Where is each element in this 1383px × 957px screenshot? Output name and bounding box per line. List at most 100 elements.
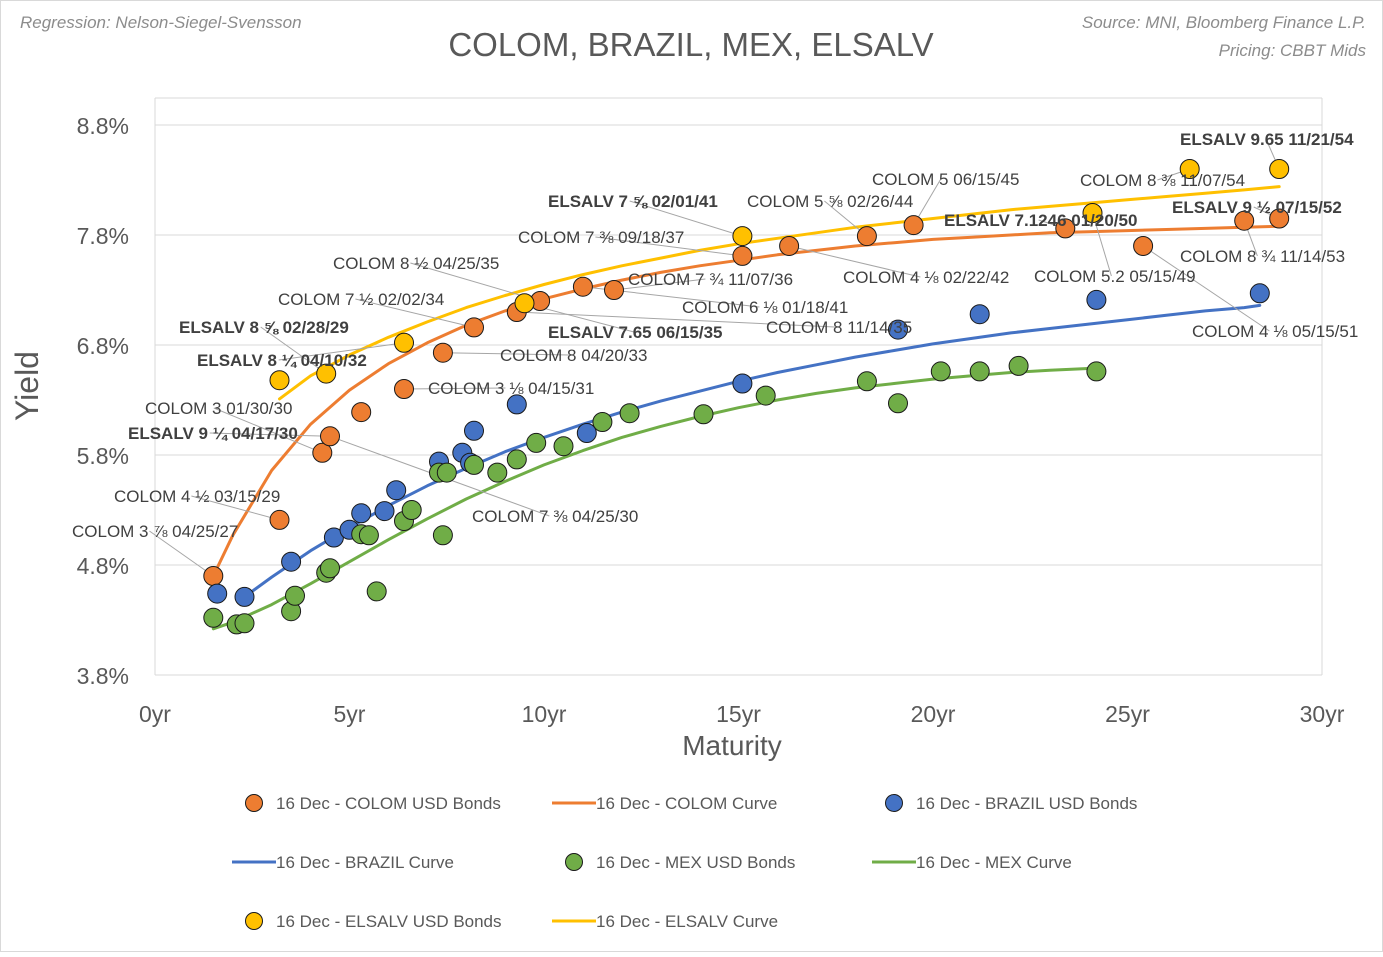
elsalv-bond-point — [1082, 203, 1103, 223]
annotation-leader-line — [213, 407, 323, 454]
y-tick-label: 3.8% — [77, 663, 129, 689]
y-tick-label: 6.8% — [77, 333, 129, 359]
brazil-bond-point — [234, 586, 255, 607]
y-axis-title: Yield — [9, 351, 45, 421]
colom-bond-point — [394, 379, 414, 399]
bond-annotation-label: COLOM 8 ¾ 11/14/53 — [1180, 247, 1345, 266]
bond-annotation-label: COLOM 7 ¾ 11/07/36 — [628, 270, 793, 289]
colom-bond-point — [572, 276, 593, 297]
mex-bond-point — [285, 585, 305, 606]
y-tick-label: 5.8% — [77, 443, 129, 469]
elsalv-bond-point — [394, 332, 414, 353]
mex-bond-point — [693, 404, 714, 425]
annotation-leader-line — [1092, 212, 1112, 277]
colom-bond-point — [269, 509, 290, 530]
plot-area: 3.8% 4.8% 5.8% 6.8% 7.8% 8.8% 0yr 5yr 10yr 15yr 2… — [72, 97, 1358, 727]
brazil-bond-point — [464, 420, 484, 441]
mex-bond-point — [755, 385, 776, 406]
mex-bond-point — [358, 525, 379, 546]
bond-annotation-label: ELSALV 9.65 11/21/54 — [1180, 130, 1354, 149]
brazil-bond-point — [732, 373, 753, 394]
bond-annotation-label: COLOM 8 ⅜ 11/07/54 — [1080, 171, 1245, 190]
elsalv-bond-point — [1179, 159, 1200, 179]
annotation-leader-line — [278, 342, 405, 361]
annotation-leader-line — [595, 236, 743, 257]
legend-label-brazil-curve: 16 Dec - BRAZIL Curve — [276, 853, 454, 872]
bond-annotation-label: ELSALV 7.65 06/15/35 — [548, 323, 723, 342]
brazil-bond-point — [374, 501, 395, 522]
legend-label-colom-bonds: 16 Dec - COLOM USD Bonds — [276, 794, 501, 813]
legend-label-mex-bonds: 16 Dec - MEX USD Bonds — [596, 853, 795, 872]
legend-label-elsalv-bonds: 16 Dec - ELSALV USD Bonds — [276, 912, 502, 931]
annotation-leader-line — [442, 352, 569, 356]
bond-annotation-label: ELSALV 9 ½ 07/15/52 — [1172, 198, 1342, 217]
y-axis-ticks: 3.8% 4.8% 5.8% 6.8% 7.8% 8.8% — [77, 113, 129, 689]
bond-annotation-label: ELSALV 7 ⅝ 02/01/41 — [548, 192, 718, 211]
annotation-leader-line — [403, 387, 506, 390]
brazil-bond-point — [506, 394, 527, 415]
mex-bond-point — [487, 462, 508, 483]
annotation-leader-line — [410, 262, 541, 302]
bond-annotation-label: COLOM 8 ½ 04/25/35 — [333, 254, 499, 273]
elsalv-bond-point — [316, 363, 337, 384]
colom-bond-point — [320, 426, 340, 447]
mex-bond-point — [203, 607, 224, 628]
annotation-leader-line — [209, 432, 331, 437]
regression-note: Regression: Nelson-Siegel-Svensson — [20, 13, 302, 32]
bond-annotation-label: COLOM 5 06/15/45 — [872, 170, 1019, 189]
brazil-bond-point — [1249, 283, 1270, 304]
brazil-bond-point — [576, 423, 597, 443]
bond-annotation-label: ELSALV 9 ¼ 04/17/30 — [128, 424, 298, 443]
bond-annotation-label: COLOM 5.2 05/15/49 — [1034, 267, 1196, 286]
elsalv-bond-point — [514, 293, 535, 314]
pricing-note: Pricing: CBBT Mids — [1219, 41, 1367, 60]
mex-bond-point — [1008, 355, 1029, 376]
colom-bond-point — [1269, 208, 1290, 229]
mex-bond-point — [526, 432, 547, 453]
legend-marker-mex-bonds — [565, 853, 583, 871]
colom-bond-point — [432, 342, 453, 363]
legend-marker-brazil-bonds — [885, 794, 903, 812]
bond-annotation-label: COLOM 4 ½ 03/15/29 — [114, 487, 280, 506]
elsalv-bond-point — [1269, 159, 1290, 179]
bond-annotation-label: ELSALV 8 ¼ 04/10/32 — [197, 351, 367, 370]
y-tick-label: 4.8% — [77, 553, 129, 579]
bond-annotation-label: COLOM 8 11/14/35 — [766, 318, 912, 337]
annotation-leader-line — [788, 245, 921, 278]
annotation-labels: ELSALV 9.65 11/21/54 COLOM 8 ⅜ 11/07/54 CO… — [72, 130, 1358, 541]
y-tick-label: 7.8% — [77, 223, 129, 249]
bond-annotation-label: COLOM 6 ⅛ 01/18/41 — [682, 298, 848, 317]
colom-bond-point — [351, 402, 372, 423]
colom-bond-point — [203, 566, 224, 586]
annotation-leader-line — [260, 326, 327, 375]
x-tick-label: 30yr — [1300, 701, 1345, 727]
x-axis-title: Maturity — [682, 730, 782, 761]
mex-bond-point — [1086, 361, 1107, 382]
mex-bond-point — [506, 449, 527, 470]
x-tick-label: 5yr — [334, 701, 366, 727]
legend-label-colom-curve: 16 Dec - COLOM Curve — [596, 794, 777, 813]
annotation-leader-line — [191, 495, 280, 521]
brazil-bond-point — [281, 551, 302, 572]
bond-annotation-label: COLOM 4 ⅛ 05/15/51 — [1192, 322, 1358, 341]
mex-bond-point — [856, 371, 877, 392]
annotation-leader-line — [149, 530, 214, 577]
legend-marker-elsalv-bonds — [245, 912, 263, 930]
colom-bond-point — [312, 442, 333, 463]
source-note: Source: MNI, Bloomberg Finance L.P. — [1082, 13, 1366, 32]
colom-bond-point — [1133, 236, 1154, 256]
legend-marker-colom-bonds — [245, 794, 263, 812]
x-tick-label: 0yr — [139, 701, 171, 727]
x-axis-ticks: 0yr 5yr 10yr 15yr 20yr 25yr 30yr — [139, 701, 1345, 727]
mex-bond-point — [432, 525, 453, 546]
bond-annotation-label: COLOM 3 01/30/30 — [145, 399, 292, 418]
annotation-leader-line — [355, 298, 475, 328]
colom-bond-point — [464, 317, 484, 338]
chart-title: COLOM, BRAZIL, MEX, ELSALV — [448, 26, 933, 63]
mex-bond-point — [366, 581, 387, 602]
bond-annotation-label: COLOM 7 ½ 02/02/34 — [278, 290, 444, 309]
mex-bond-point — [969, 361, 990, 382]
x-tick-label: 10yr — [522, 701, 567, 727]
mex-bond-point — [553, 436, 574, 457]
